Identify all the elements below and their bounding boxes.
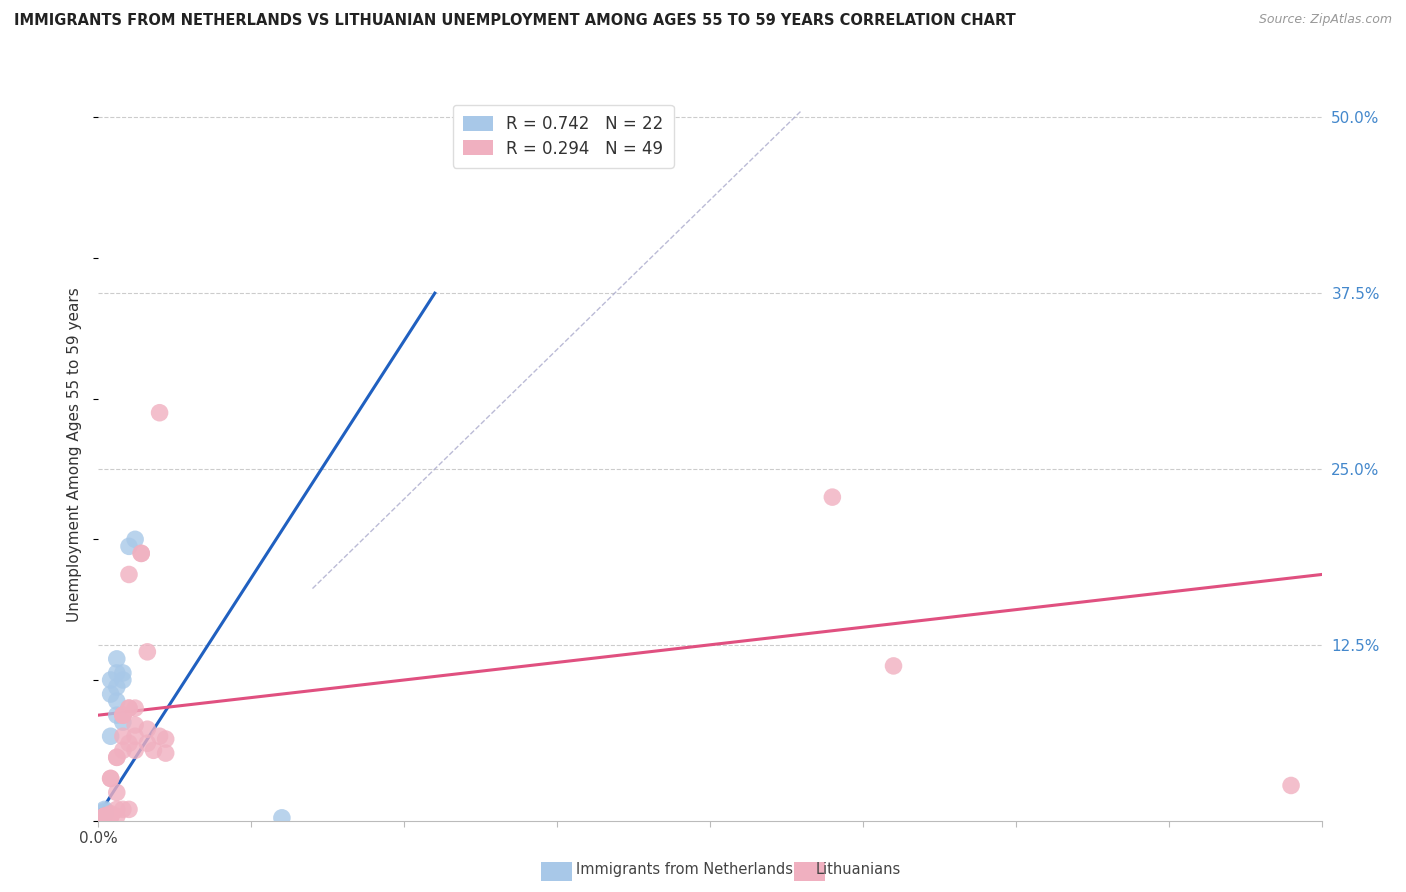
- Point: [100, 809, 122, 823]
- Point: [124, 533, 146, 547]
- Point: [883, 659, 905, 673]
- Point: [93, 809, 115, 823]
- Point: [93, 809, 115, 823]
- Point: [111, 665, 134, 680]
- Point: [118, 567, 141, 582]
- Point: [100, 772, 122, 786]
- Point: [124, 729, 146, 743]
- Point: [124, 718, 146, 732]
- Text: IMMIGRANTS FROM NETHERLANDS VS LITHUANIAN UNEMPLOYMENT AMONG AGES 55 TO 59 YEARS: IMMIGRANTS FROM NETHERLANDS VS LITHUANIA…: [14, 13, 1015, 29]
- Point: [155, 732, 177, 747]
- Point: [105, 750, 128, 764]
- Point: [93, 809, 115, 823]
- Point: [821, 490, 844, 504]
- Point: [111, 715, 134, 730]
- Point: [105, 680, 128, 694]
- Point: [118, 539, 141, 553]
- Point: [100, 808, 122, 822]
- Point: [100, 729, 122, 743]
- Text: Immigrants from Netherlands: Immigrants from Netherlands: [576, 863, 793, 877]
- Point: [93, 809, 115, 823]
- Point: [93, 806, 115, 821]
- Point: [93, 806, 115, 821]
- Point: [100, 673, 122, 687]
- Point: [105, 750, 128, 764]
- Point: [111, 743, 134, 757]
- Point: [93, 809, 115, 823]
- Point: [136, 736, 159, 750]
- Point: [111, 729, 134, 743]
- Legend: R = 0.742   N = 22, R = 0.294   N = 49: R = 0.742 N = 22, R = 0.294 N = 49: [453, 105, 673, 168]
- Point: [105, 802, 128, 816]
- Y-axis label: Unemployment Among Ages 55 to 59 years: Unemployment Among Ages 55 to 59 years: [67, 287, 83, 623]
- Point: [105, 708, 128, 723]
- Point: [93, 802, 115, 816]
- Point: [118, 701, 141, 715]
- Point: [111, 708, 134, 723]
- Point: [100, 809, 122, 823]
- Point: [118, 736, 141, 750]
- Point: [93, 804, 115, 818]
- Point: [111, 673, 134, 687]
- Point: [100, 806, 122, 821]
- Point: [149, 729, 172, 743]
- Point: [100, 809, 122, 823]
- Point: [111, 802, 134, 816]
- Point: [93, 809, 115, 823]
- Point: [142, 743, 165, 757]
- Point: [100, 772, 122, 786]
- Point: [105, 785, 128, 799]
- Text: Source: ZipAtlas.com: Source: ZipAtlas.com: [1258, 13, 1392, 27]
- Point: [93, 809, 115, 823]
- Point: [100, 687, 122, 701]
- Point: [93, 805, 115, 820]
- Point: [111, 708, 134, 723]
- Point: [105, 694, 128, 708]
- Point: [155, 746, 177, 760]
- Point: [129, 546, 152, 560]
- Point: [1279, 779, 1302, 793]
- Point: [118, 701, 141, 715]
- Point: [105, 809, 128, 823]
- Point: [124, 701, 146, 715]
- Point: [124, 743, 146, 757]
- Point: [149, 406, 172, 420]
- Point: [93, 805, 115, 820]
- Point: [136, 645, 159, 659]
- Text: Lithuanians: Lithuanians: [815, 863, 901, 877]
- Point: [100, 808, 122, 822]
- Point: [105, 652, 128, 666]
- Point: [270, 811, 292, 825]
- Point: [93, 808, 115, 822]
- Point: [105, 665, 128, 680]
- Point: [118, 802, 141, 816]
- Point: [136, 723, 159, 737]
- Point: [111, 708, 134, 723]
- Point: [93, 809, 115, 823]
- Point: [93, 808, 115, 822]
- Point: [129, 546, 152, 560]
